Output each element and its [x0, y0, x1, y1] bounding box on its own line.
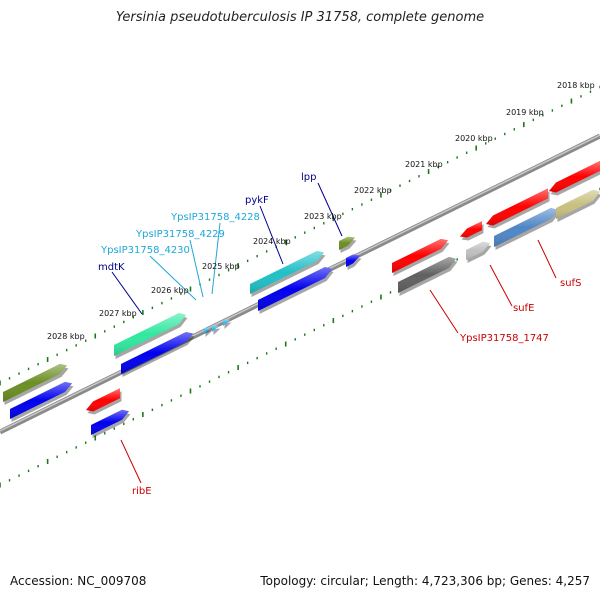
leader-line — [111, 271, 143, 315]
gene-arrow-4230[interactable] — [204, 327, 213, 337]
gene-arrow-4228[interactable] — [223, 319, 232, 329]
kbp-label: 2027 kbp — [99, 309, 137, 318]
leader-line — [211, 222, 221, 295]
gene-arrow[interactable] — [549, 160, 600, 196]
map-title: Yersinia pseudotuberculosis IP 31758, co… — [115, 10, 485, 25]
gene-arrow[interactable] — [556, 189, 600, 222]
gene-arrow[interactable] — [392, 238, 450, 276]
kbp-label: 2028 kbp — [47, 332, 85, 341]
gene-arrow-pykF[interactable] — [250, 250, 326, 297]
gene-arrow[interactable] — [121, 331, 195, 377]
kbp-label: 2021 kbp — [405, 160, 443, 169]
gene-label[interactable]: YpsIP31758_4229 — [135, 229, 225, 240]
gene-label[interactable]: pykF — [245, 195, 269, 206]
gene-arrow[interactable] — [258, 266, 334, 314]
kbp-label: 2023 kbp — [304, 212, 342, 221]
gene-arrow[interactable] — [460, 221, 484, 241]
genome-summary-text: Topology: circular; Length: 4,723,306 bp… — [260, 574, 590, 588]
leader-line — [120, 439, 142, 484]
kbp-label: 2026 kbp — [151, 286, 189, 295]
gene-label[interactable]: YpsIP31758_4228 — [170, 212, 260, 223]
gene-label[interactable]: YpsIP31758_1747 — [459, 333, 549, 344]
leader-line — [317, 182, 343, 237]
gene-arrow[interactable] — [3, 363, 69, 405]
leader-line — [189, 239, 204, 298]
kbp-label: 2019 kbp — [506, 108, 544, 117]
gene-label[interactable]: ribE — [132, 486, 152, 497]
gene-arrow-lpp[interactable] — [339, 236, 357, 253]
kbp-label: 2025 kbp — [202, 262, 240, 271]
gene-arrow-1747[interactable] — [398, 256, 458, 296]
kbp-label: 2020 kbp — [455, 134, 493, 143]
gene-label[interactable]: lpp — [301, 172, 316, 183]
gene-label[interactable]: YpsIP31758_4230 — [100, 245, 190, 256]
gene-labels: lpp pykF YpsIP31758_4228 YpsIP31758_4229 Yps… — [98, 172, 581, 497]
kbp-label: 2022 kbp — [354, 186, 392, 195]
kbp-label: 2018 kbp — [557, 81, 595, 90]
gene-arrow-sufS[interactable] — [494, 207, 560, 250]
gene-arrow[interactable] — [486, 188, 550, 229]
leader-line — [489, 264, 513, 307]
gene-arrow[interactable] — [91, 409, 131, 438]
gene-arrow[interactable] — [346, 254, 362, 270]
leader-line — [149, 255, 197, 301]
gene-label[interactable]: sufS — [560, 278, 581, 289]
gene-track — [3, 160, 600, 438]
gene-arrow-mdtK[interactable] — [114, 312, 188, 359]
gene-arrow-ribE[interactable] — [86, 388, 122, 415]
kbp-labels: 2018 kbp 2019 kbp 2020 kbp 2021 kbp 2022 kbp… — [47, 81, 595, 341]
leader-line — [537, 239, 557, 279]
leader-line — [259, 205, 284, 265]
kbp-label: 2024 kbp — [253, 237, 291, 246]
gene-arrow-sufE[interactable] — [466, 241, 492, 263]
leader-line — [429, 289, 459, 334]
accession-text: Accession: NC_009708 — [10, 574, 147, 588]
gene-arrow[interactable] — [10, 381, 74, 422]
label-leaders — [111, 182, 557, 484]
gene-label[interactable]: sufE — [513, 303, 534, 314]
gene-arrow-4229[interactable] — [212, 325, 221, 335]
gene-label[interactable]: mdtK — [98, 262, 125, 273]
